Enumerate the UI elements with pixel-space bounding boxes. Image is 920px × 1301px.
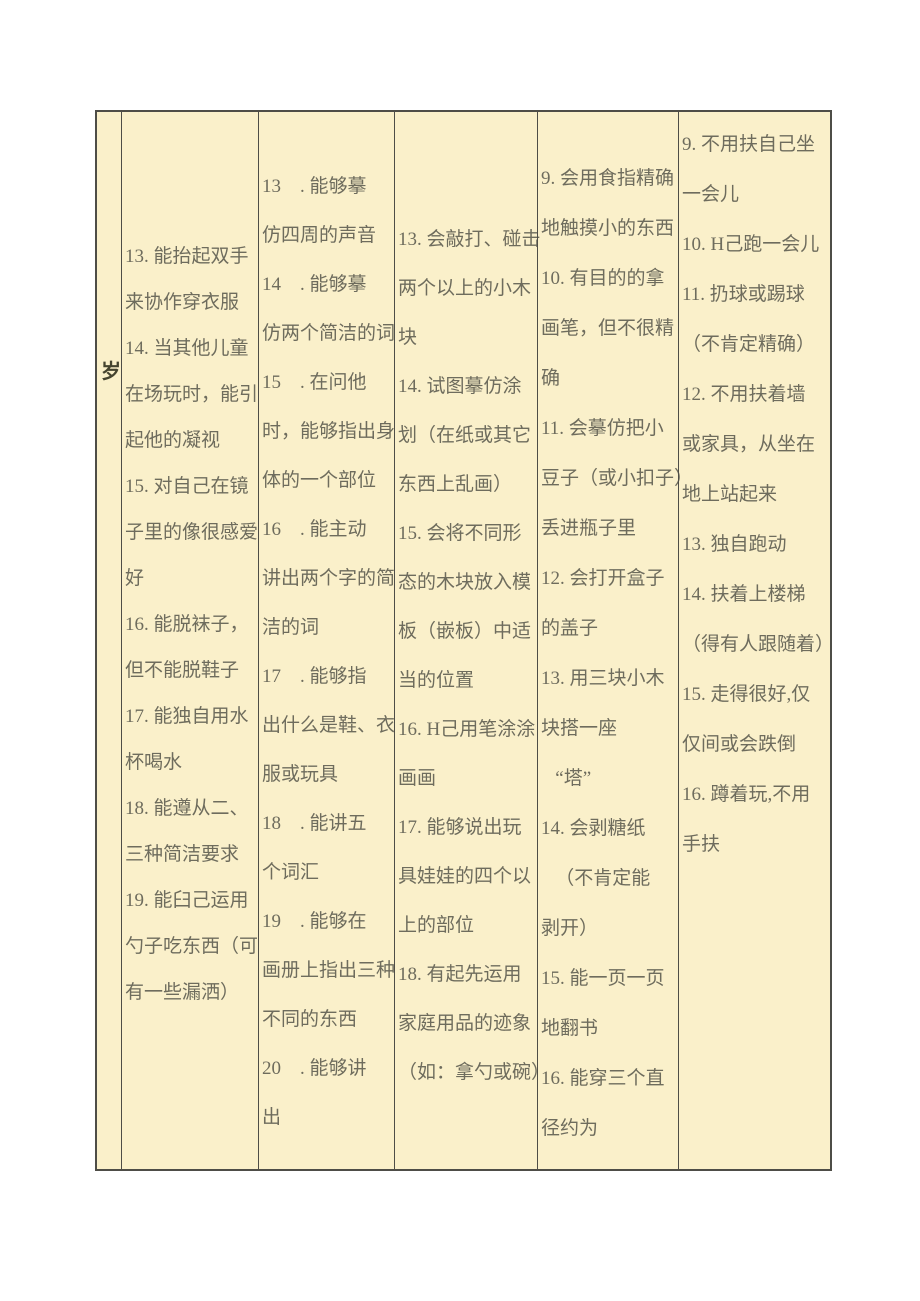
text-line: 15. 走得很好,仅 (682, 684, 811, 705)
text-line: 出 (262, 1107, 282, 1128)
text-line: 体的一个部位 (262, 470, 377, 491)
text-line: 12. 不用扶着墙 (682, 384, 806, 405)
text-line: 画画 (398, 768, 437, 789)
text-line: （不肯定精确） (682, 334, 816, 355)
text-line: 出什么是鞋、衣 (262, 715, 396, 736)
text-line: 当的位置 (398, 670, 475, 691)
milestones-table: 岁 13. 能抬起双手 来协作穿衣服 14. 当其他儿童 在场玩时，能引 起他的凝视 15… (95, 110, 834, 1171)
text-line: 仿四周的声音 (262, 225, 377, 246)
text-line: 16. 能穿三个直 (541, 1068, 665, 1089)
text-line: 来协作穿衣服 (125, 292, 240, 313)
text-line: 9. 不用扶自己坐 (682, 134, 816, 155)
milestones-column-1: 13. 能抬起双手 来协作穿衣服 14. 当其他儿童 在场玩时，能引 起他的凝视 15. … (121, 112, 258, 1169)
text-line: 11. 扔球或踢球 (682, 284, 805, 305)
text-line: 17. 能够说出玩 (398, 817, 522, 838)
text-line: 13. 用三块小木 (541, 668, 665, 689)
text-line: 11. 会摹仿把小 (541, 418, 664, 439)
text-line: 一会儿 (682, 184, 740, 205)
text-line: 勺子吃东西（可 (125, 936, 259, 957)
text-line: 块 (398, 327, 418, 348)
text-line: 14. 当其他儿童 (125, 338, 249, 359)
text-line: 10. H己跑一会儿 (682, 234, 820, 255)
text-line: 起他的凝视 (125, 430, 221, 451)
text-line: 15. 能一页一页 (541, 968, 665, 989)
text-line: 东西上乱画） (398, 474, 513, 495)
text-line: 但不能脱鞋子 (125, 660, 240, 681)
text-line: 18. 有起先运用 (398, 964, 522, 985)
text-line: 地触摸小的东西 (541, 218, 675, 239)
text-line: 径约为 (541, 1118, 599, 1139)
text-line: 14. 试图摹仿涂 (398, 376, 522, 397)
age-row-label: 岁 (101, 361, 121, 383)
text-line: 时，能够指出身 (262, 421, 396, 442)
text-line: 15. 会将不同形 (398, 523, 522, 544)
text-line: 好 (125, 568, 145, 589)
age-row-label-cell: 岁 (97, 112, 121, 1169)
text-line: 19. 能臼己运用 (125, 890, 249, 911)
text-line: 板（嵌板）中适 (398, 621, 532, 642)
text-line: （得有人跟随着） (682, 634, 835, 655)
milestones-column-2: 13 . 能够摹 仿四周的声音 14 . 能够摹仿两个简洁的词 15 . 在问他时，能… (258, 112, 396, 1169)
text-line: 上的部位 (398, 915, 475, 936)
text-line: 13. 独自跑动 (682, 534, 787, 555)
text-line: 讲出两个字的简 (262, 568, 396, 589)
text-line: “塔” (541, 768, 592, 789)
text-line: 服或玩具 (262, 764, 339, 785)
text-line: 剥开） (541, 918, 599, 939)
text-line: 画册上指出三种 (262, 960, 396, 981)
text-line: 划（在纸或其它 (398, 425, 532, 446)
text-line: 块搭一座 (541, 718, 618, 739)
text-line: （不肯定能 (541, 868, 651, 889)
text-line: 12. 会打开盒子 (541, 568, 665, 589)
text-line: 家庭用品的迹象 (398, 1013, 532, 1034)
text-line: 三种简洁要求 (125, 844, 240, 865)
text-line: 14. 扶着上楼梯 (682, 584, 806, 605)
text-line: 手扶 (682, 834, 721, 855)
text-line: 20 . 能够讲 (262, 1058, 367, 1079)
text-line: 9. 会用食指精确 (541, 168, 675, 189)
text-line: 豆子（或小扣子） (541, 468, 694, 489)
text-line: 不同的东西 (262, 1009, 358, 1030)
milestones-column-4: 9. 会用食指精确 地触摸小的东西 10. 有目的的拿 画笔，但不很精确 11. 会摹仿… (537, 112, 694, 1169)
text-line: 16 . 能主动 (262, 519, 367, 540)
text-line: 丢进瓶子里 (541, 518, 637, 539)
text-line: 16. H己用笔涂涂 (398, 719, 536, 740)
text-line: 的盖子 (541, 618, 599, 639)
text-line: 个词汇 (262, 862, 320, 883)
text-line: 19 . 能够在 (262, 911, 367, 932)
text-line: 13 . 能够摹 (262, 176, 367, 197)
text-line: 或家具，从坐在 (682, 434, 816, 455)
text-line: 有一些漏洒） (125, 982, 240, 1003)
text-line: 17. 能独自用水 (125, 706, 249, 727)
text-line: 两个以上的小木 (398, 278, 532, 299)
milestones-column-5: 9. 不用扶自己坐 一会儿 10. H己跑一会儿 11. 扔球或踢球 （不肯定精确） 12… (678, 112, 834, 1169)
text-line: 10. 有目的的拿 (541, 268, 665, 289)
text-line: 在场玩时，能引 (125, 384, 259, 405)
text-line: 16. 蹲着玩,不用 (682, 784, 811, 805)
text-line: 18. 能遵从二、 (125, 798, 249, 819)
text-line: 13. 会敲打、碰击 (398, 229, 541, 250)
text-line: （如：拿勺或碗） (398, 1062, 551, 1083)
text-line: 杯喝水 (125, 752, 183, 773)
text-line: 14. 会剥糖纸 (541, 818, 646, 839)
text-line: 画笔，但不很精 (541, 318, 675, 339)
text-line: 17 . 能够指 (262, 666, 367, 687)
text-line: 15 . 在问他 (262, 372, 367, 393)
text-line: 15. 对自己在镜 (125, 476, 249, 497)
text-line: 仅间或会跌倒 (682, 734, 797, 755)
text-line: 子里的像很感爱 (125, 522, 259, 543)
text-line: 确 (541, 368, 561, 389)
text-line: 态的木块放入模 (398, 572, 532, 593)
text-line: 具娃娃的四个以 (398, 866, 532, 887)
text-line: 18 . 能讲五 (262, 813, 367, 834)
text-line: 16. 能脱袜子， (125, 614, 249, 635)
text-line: 地翻书 (541, 1018, 599, 1039)
text-line: 地上站起来 (682, 484, 778, 505)
text-line: 仿两个简洁的词 (262, 323, 396, 344)
text-line: 13. 能抬起双手 (125, 246, 249, 267)
text-line: 洁的词 (262, 617, 320, 638)
milestones-column-3: 13. 会敲打、碰击 两个以上的小木块 14. 试图摹仿涂 划（在纸或其它 东西上乱画）… (394, 112, 551, 1169)
text-line: 14 . 能够摹 (262, 274, 367, 295)
